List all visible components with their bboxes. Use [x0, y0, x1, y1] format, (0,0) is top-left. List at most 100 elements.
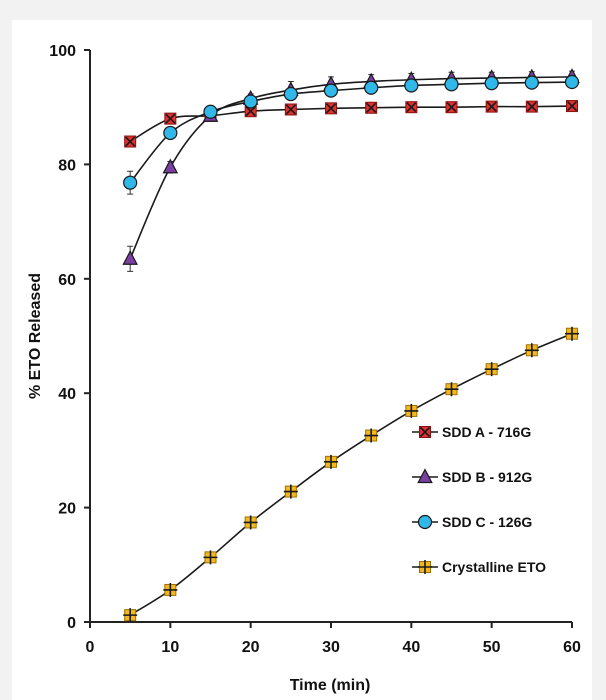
marker-shape: [203, 104, 218, 119]
marker-cross: [566, 100, 578, 112]
data-point: [404, 78, 419, 93]
data-point: [444, 382, 459, 397]
data-point: [564, 74, 580, 90]
data-point: [283, 86, 298, 102]
marker-shape: [364, 80, 379, 95]
marker-shape: [162, 158, 179, 174]
legend: SDD A - 716G SDD B - 912G SDD C - 126G Crys…: [412, 424, 546, 575]
marker-cross: [203, 550, 218, 565]
marker-cross: [245, 106, 256, 117]
legend-item: Crystalline ETO: [412, 559, 546, 575]
marker-cross: [444, 382, 459, 397]
data-point: [124, 135, 137, 148]
legend-label: SDD A - 716G: [442, 424, 531, 440]
data-point: [484, 76, 499, 91]
data-point: [444, 77, 459, 92]
legend-item: SDD B - 912G: [412, 468, 532, 485]
marker-cross: [404, 403, 419, 418]
data-point: [123, 608, 138, 623]
data-point: [364, 80, 379, 95]
marker-cross: [163, 582, 178, 597]
data-point: [122, 249, 138, 265]
marker-shape: [564, 74, 580, 90]
marker-shape: [323, 83, 339, 98]
y-tick-label: 0: [67, 615, 76, 632]
data-point: [484, 362, 499, 377]
legend-marker: [417, 514, 433, 530]
marker-shape: [122, 249, 138, 265]
marker-cross: [324, 454, 338, 469]
marker-cross: [285, 104, 296, 115]
marker-shape: [524, 75, 539, 90]
marker-shape: [404, 78, 419, 93]
marker-cross: [524, 343, 539, 358]
data-point: [524, 343, 539, 358]
chart-background: [12, 20, 592, 700]
y-tick-label: 40: [58, 386, 76, 403]
points-group: [122, 68, 580, 623]
marker-cross: [418, 560, 432, 574]
data-point: [244, 105, 257, 118]
marker-shape: [163, 125, 178, 141]
x-tick-label: 50: [483, 639, 501, 656]
data-point: [445, 101, 458, 114]
legend-item: SDD C - 126G: [412, 514, 532, 530]
x-tick-label: 0: [86, 639, 95, 656]
x-tick-label: 40: [402, 639, 420, 656]
y-tick-label: 80: [58, 157, 76, 174]
data-point: [524, 75, 539, 90]
legend-label: SDD C - 126G: [442, 514, 532, 530]
data-point: [323, 83, 339, 98]
marker-shape: [283, 86, 298, 102]
y-tick-label: 60: [58, 272, 76, 289]
marker-cross: [446, 102, 457, 113]
data-point: [566, 100, 578, 113]
data-point: [405, 101, 418, 114]
data-point: [243, 515, 258, 530]
marker-cross: [486, 101, 497, 112]
legend-marker: [417, 468, 433, 484]
legend-marker: [418, 560, 432, 574]
marker-shape: [444, 77, 459, 92]
marker-cross: [125, 136, 136, 147]
marker-cross: [123, 608, 138, 623]
marker-cross: [283, 484, 298, 499]
y-tick-label: 20: [58, 501, 76, 518]
data-point: [162, 158, 179, 174]
data-point: [324, 454, 338, 469]
data-point: [525, 100, 538, 113]
data-point: [485, 100, 498, 113]
data-point: [284, 103, 297, 116]
marker-cross: [243, 515, 258, 530]
y-axis-title: % ETO Released: [27, 273, 44, 399]
data-point: [163, 125, 178, 141]
y-tick-label: 100: [49, 43, 76, 60]
marker-cross: [484, 362, 499, 377]
legend-marker: [419, 426, 431, 438]
marker-cross: [325, 103, 337, 114]
x-tick-label: 20: [242, 639, 260, 656]
data-point: [203, 104, 218, 119]
legend-label: Crystalline ETO: [442, 559, 546, 575]
data-point: [365, 101, 378, 114]
legend-label: SDD B - 912G: [442, 469, 532, 485]
marker-shape: [123, 175, 138, 190]
legend-item: SDD A - 716G: [412, 424, 531, 440]
data-point: [325, 102, 337, 115]
data-point: [123, 175, 138, 190]
x-tick-label: 30: [322, 639, 340, 656]
data-point: [243, 94, 258, 109]
axes-group: 0 20 40 60 80 100 0 10 20 30 40 50 60: [49, 43, 581, 656]
marker-cross: [565, 326, 579, 341]
data-point: [404, 403, 419, 418]
marker-shape: [417, 514, 433, 530]
marker-shape: [243, 94, 258, 109]
data-point: [283, 484, 298, 499]
marker-cross: [406, 102, 417, 113]
data-point: [364, 428, 379, 443]
x-tick-label: 10: [161, 639, 179, 656]
data-point: [203, 550, 218, 565]
marker-cross: [366, 102, 377, 113]
